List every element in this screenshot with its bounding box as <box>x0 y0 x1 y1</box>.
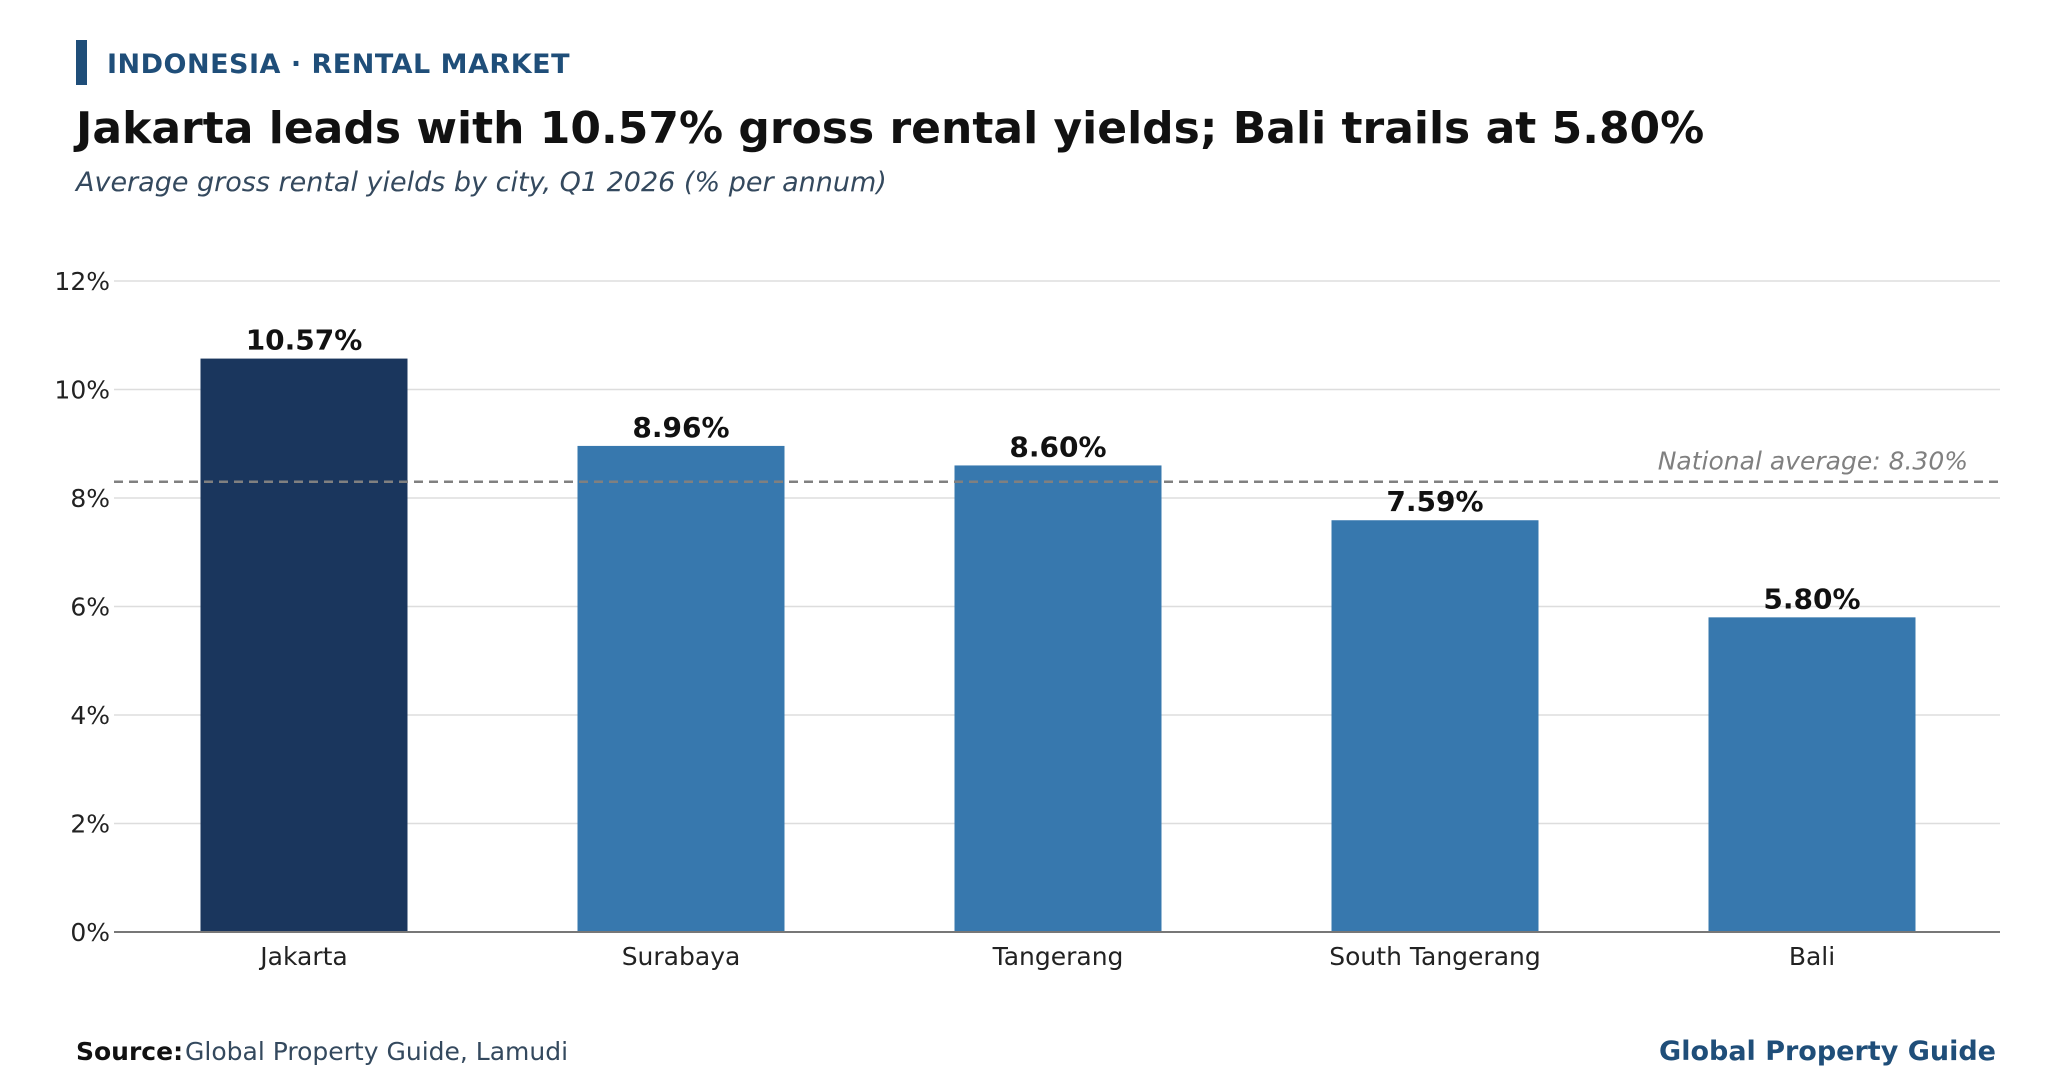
y-tick-label: 8% <box>70 484 110 513</box>
data-label: 7.59% <box>1386 485 1483 518</box>
x-tick-label: Tangerang <box>992 942 1124 971</box>
bar-jakarta <box>200 358 408 932</box>
y-tick-label: 4% <box>70 701 110 730</box>
y-tick-label: 0% <box>70 918 110 947</box>
bar-bali <box>1708 617 1916 932</box>
chart-subtitle: Average gross rental yields by city, Q1 … <box>76 167 887 198</box>
data-label: 5.80% <box>1763 582 1860 615</box>
bar-surabaya <box>577 445 785 932</box>
data-label: 8.96% <box>632 411 729 444</box>
brand-name: Global Property Guide <box>1659 1036 1996 1067</box>
bar-south-tangerang <box>1331 520 1539 932</box>
eyebrow-label: INDONESIA · RENTAL MARKET <box>107 49 570 80</box>
x-tick-label: Jakarta <box>258 942 347 971</box>
source-note: Source: Global Property Guide, Lamudi <box>76 1039 568 1064</box>
chart-title: Jakarta leads with 10.57% gross rental y… <box>76 103 1705 154</box>
y-tick-label: 12% <box>54 267 110 296</box>
eyebrow-accent-bar <box>76 40 87 85</box>
y-tick-label: 6% <box>70 593 110 622</box>
source-text: Global Property Guide, Lamudi <box>185 1037 569 1066</box>
x-tick-label: South Tangerang <box>1329 942 1540 971</box>
source-label: Source: <box>76 1037 184 1066</box>
data-label: 8.60% <box>1009 430 1106 463</box>
y-tick-label: 2% <box>70 810 110 839</box>
data-label: 10.57% <box>246 324 363 357</box>
bar-tangerang <box>954 465 1162 932</box>
y-tick-label: 10% <box>54 376 110 405</box>
x-tick-label: Surabaya <box>622 942 741 971</box>
national-average-label: National average: 8.30% <box>1658 447 1968 476</box>
x-tick-label: Bali <box>1789 942 1835 971</box>
